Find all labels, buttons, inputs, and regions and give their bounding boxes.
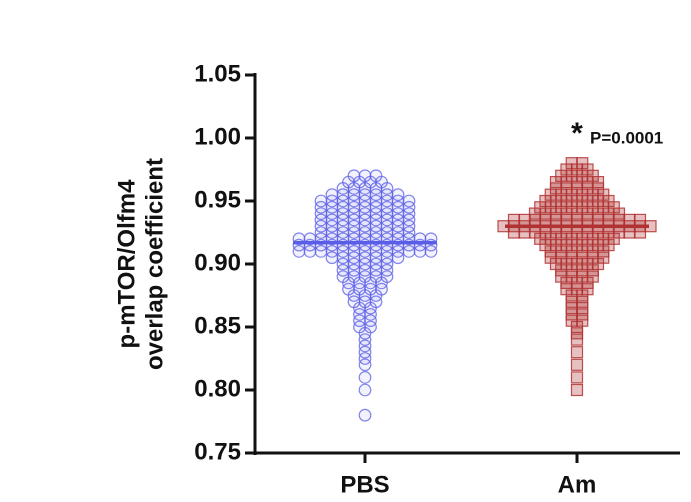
data-point [576,302,589,315]
data-point [391,251,405,265]
x-tick-label: PBS [340,471,389,498]
y-tick-label: 0.85 [194,312,241,339]
data-point [570,371,584,384]
data-point [576,289,589,302]
y-tick-label: 0.95 [194,186,241,213]
data-point [586,264,599,277]
data-point [633,226,647,239]
data-point [570,346,584,359]
data-point [591,176,605,189]
y-tick-label: 0.90 [194,249,241,276]
data-point [358,371,372,384]
data-point [303,244,317,258]
data-point [597,245,610,258]
data-point [518,226,531,239]
data-point [507,226,521,239]
data-point [325,251,339,265]
data-point [570,383,584,397]
y-axis-label: p-mTOR/Olfm4 [113,179,140,349]
data-point [358,408,372,422]
data-point [570,333,584,346]
data-point [576,295,589,308]
y-tick-label: 1.05 [194,60,241,87]
data-point [576,308,589,321]
data-point [570,320,584,334]
data-point [424,244,438,258]
data-point [570,358,584,371]
data-point [581,276,594,289]
y-axis-label: overlap coefficient [141,158,168,370]
data-point [358,383,372,397]
x-tick-label: Am [558,471,597,498]
data-point [612,207,626,220]
y-tick-label: 1.00 [194,123,241,150]
data-point [570,327,584,340]
data-point [358,358,372,372]
y-tick-label: 0.80 [194,375,241,402]
data-point [314,244,328,258]
data-point [402,244,416,258]
data-point [623,226,636,239]
p-value: P=0.0001 [590,128,663,147]
y-tick-label: 0.75 [194,438,241,465]
significance-star: * [571,117,583,150]
data-point [292,244,306,258]
data-point [413,244,427,258]
